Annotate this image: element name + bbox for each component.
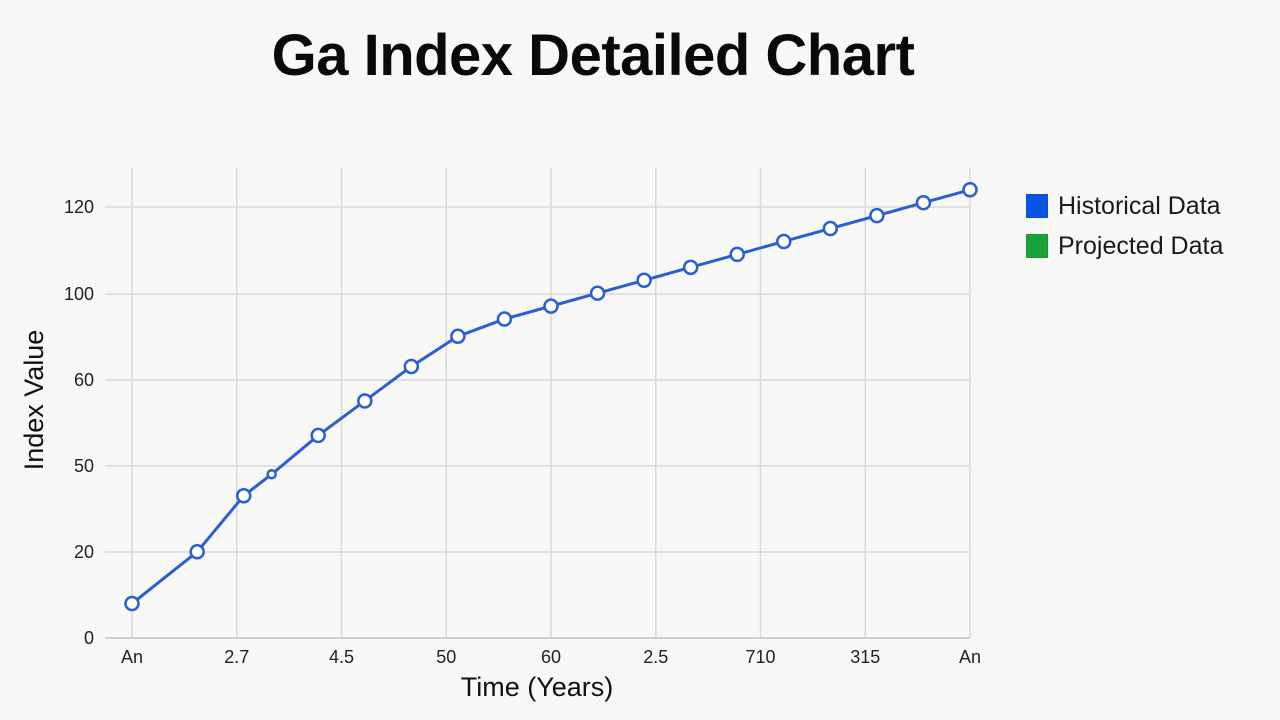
data-point [357,393,373,409]
data-point [403,358,420,375]
data-point [915,194,932,211]
y-tick-label: 120 [64,197,94,217]
legend-item-historical: Historical Data [1026,186,1223,226]
data-point [189,544,205,560]
y-tick-label: 60 [74,370,94,390]
data-point [962,182,978,198]
data-point [124,595,140,612]
data-point [543,298,559,314]
data-point [776,233,792,250]
data-point [589,285,606,301]
data-point [729,246,745,263]
y-tick-label: 20 [74,542,94,562]
data-point [310,427,326,444]
data-point [682,259,699,276]
legend-swatch-historical [1026,194,1048,218]
y-axis-title: Index Value [19,330,49,471]
x-tick-label: 2.5 [643,647,668,667]
x-tick-label: 315 [850,647,880,667]
y-tick-label: 0 [84,628,94,648]
legend-label-projected: Projected Data [1058,231,1224,260]
x-tick-label: 60 [541,647,561,667]
legend-label-historical: Historical Data [1058,191,1221,220]
legend-item-projected: Projected Data [1026,226,1223,266]
x-tick-label: An [121,647,143,667]
x-tick-label: An [959,647,981,667]
x-axis-title: Time (Years) [461,672,614,702]
legend-swatch-projected [1026,234,1048,258]
legend: Historical Data Projected Data [1026,186,1223,266]
data-point [235,488,252,504]
y-tick-label: 50 [74,456,94,476]
x-tick-label: 50 [436,647,456,667]
data-point [869,207,885,224]
x-tick-label: 4.5 [329,647,354,667]
x-tick-label: 2.7 [224,647,249,667]
x-tick-label: 710 [745,647,775,667]
data-point [266,468,277,480]
y-tick-label: 100 [64,284,94,304]
data-point [496,311,513,327]
data-point [450,328,466,345]
data-point [822,220,839,237]
data-point [636,272,652,289]
chart-title: Ga Index Detailed Chart [271,23,915,88]
